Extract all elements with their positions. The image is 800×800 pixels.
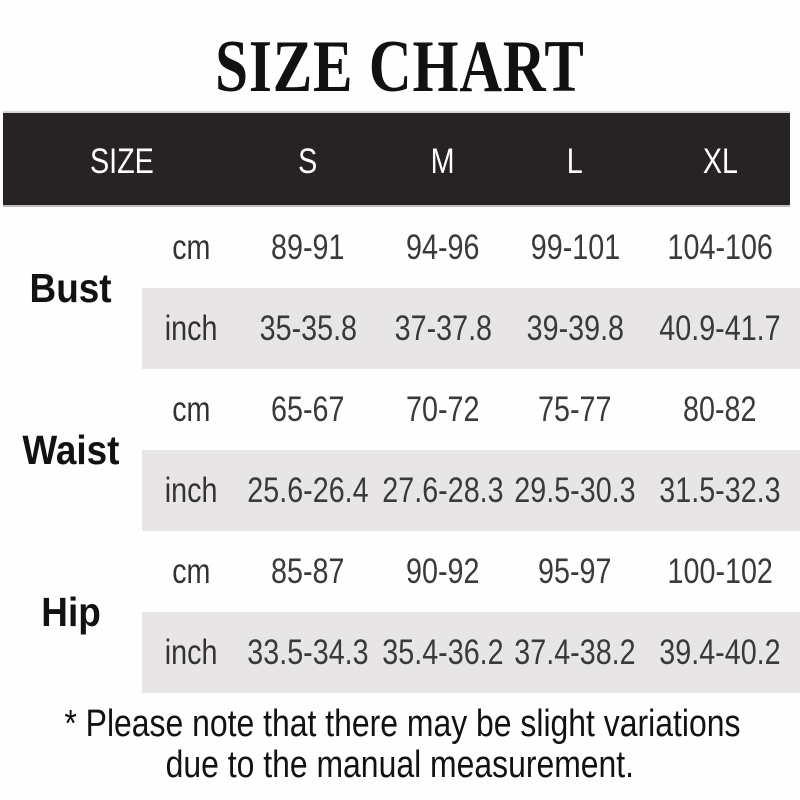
table-group-waist: Waist cm 65-67 70-72 75-77 80-82 inch 25…	[0, 369, 800, 531]
value-cell: 35.4-36.2	[382, 632, 504, 672]
value-cell: 89-91	[271, 227, 345, 267]
value-cell: 29.5-30.3	[514, 470, 636, 510]
table-row-hip-inch: inch 33.5-34.3 35.4-36.2 37.4-38.2 39.4-…	[142, 612, 800, 693]
value-cell: 25.6-26.4	[247, 470, 369, 510]
value-cell: 27.6-28.3	[382, 470, 504, 510]
header-col-s-text: S	[298, 141, 318, 181]
measurement-note: * Please note that there may be slight v…	[0, 704, 800, 786]
table-group-hip: Hip cm 85-87 90-92 95-97 100-102 inch 33…	[0, 531, 800, 693]
table-row-bust-inch: inch 35-35.8 37-37.8 39-39.8 40.9-41.7	[142, 288, 800, 369]
row-label-hip-text: Hip	[41, 588, 101, 635]
page-title: SIZE CHART	[0, 26, 800, 108]
unit-cell: cm	[171, 551, 211, 591]
row-label-bust: Bust	[0, 207, 142, 369]
size-header-bar: SIZE S M L XL	[3, 111, 790, 207]
unit-cell: inch	[164, 470, 218, 510]
note-line-1: * Please note that there may be slight v…	[64, 703, 741, 745]
row-label-waist-text: Waist	[22, 426, 120, 473]
unit-cell: inch	[164, 308, 218, 348]
header-size-label-text: SIZE	[89, 141, 154, 181]
value-cell: 33.5-34.3	[247, 632, 369, 672]
value-cell: 35-35.8	[259, 308, 357, 348]
value-cell: 31.5-32.3	[659, 470, 781, 510]
header-col-m: M	[428, 135, 457, 184]
value-cell: 70-72	[406, 389, 480, 429]
header-col-xl-text: XL	[702, 141, 738, 181]
value-cell: 75-77	[538, 389, 612, 429]
value-cell: 39-39.8	[526, 308, 624, 348]
value-cell: 39.4-40.2	[659, 632, 781, 672]
value-cell: 94-96	[406, 227, 480, 267]
header-col-xl: XL	[699, 135, 742, 184]
row-label-waist: Waist	[0, 369, 142, 531]
value-cell: 90-92	[406, 551, 480, 591]
value-cell: 85-87	[271, 551, 345, 591]
note-line-2: due to the manual measurement.	[165, 744, 635, 786]
row-label-hip: Hip	[0, 531, 142, 693]
bust-rows: cm 89-91 94-96 99-101 104-106 inch 35-35…	[142, 207, 800, 369]
waist-rows: cm 65-67 70-72 75-77 80-82 inch 25.6-26.…	[142, 369, 800, 531]
table-group-bust: Bust cm 89-91 94-96 99-101 104-106 inch …	[0, 207, 800, 369]
header-col-s: S	[296, 135, 319, 184]
value-cell: 40.9-41.7	[659, 308, 781, 348]
value-cell: 95-97	[538, 551, 612, 591]
value-cell: 99-101	[530, 227, 620, 267]
unit-cell: cm	[171, 389, 211, 429]
header-size-label: SIZE	[83, 135, 161, 184]
value-cell: 37.4-38.2	[514, 632, 636, 672]
table-row-hip-cm: cm 85-87 90-92 95-97 100-102	[142, 531, 800, 612]
value-cell: 100-102	[667, 551, 773, 591]
size-table: Bust cm 89-91 94-96 99-101 104-106 inch …	[0, 207, 800, 693]
table-row-waist-cm: cm 65-67 70-72 75-77 80-82	[142, 369, 800, 450]
table-row-bust-cm: cm 89-91 94-96 99-101 104-106	[142, 207, 800, 288]
row-label-bust-text: Bust	[29, 264, 112, 311]
header-col-l-text: L	[567, 141, 583, 181]
value-cell: 65-67	[271, 389, 345, 429]
value-cell: 104-106	[667, 227, 773, 267]
page-title-text: SIZE CHART	[215, 25, 585, 108]
hip-rows: cm 85-87 90-92 95-97 100-102 inch 33.5-3…	[142, 531, 800, 693]
table-row-waist-inch: inch 25.6-26.4 27.6-28.3 29.5-30.3 31.5-…	[142, 450, 800, 531]
value-cell: 37-37.8	[394, 308, 492, 348]
unit-cell: cm	[171, 227, 211, 267]
value-cell: 80-82	[683, 389, 757, 429]
unit-cell: inch	[164, 632, 218, 672]
header-col-m-text: M	[431, 141, 455, 181]
header-col-l: L	[565, 135, 584, 184]
